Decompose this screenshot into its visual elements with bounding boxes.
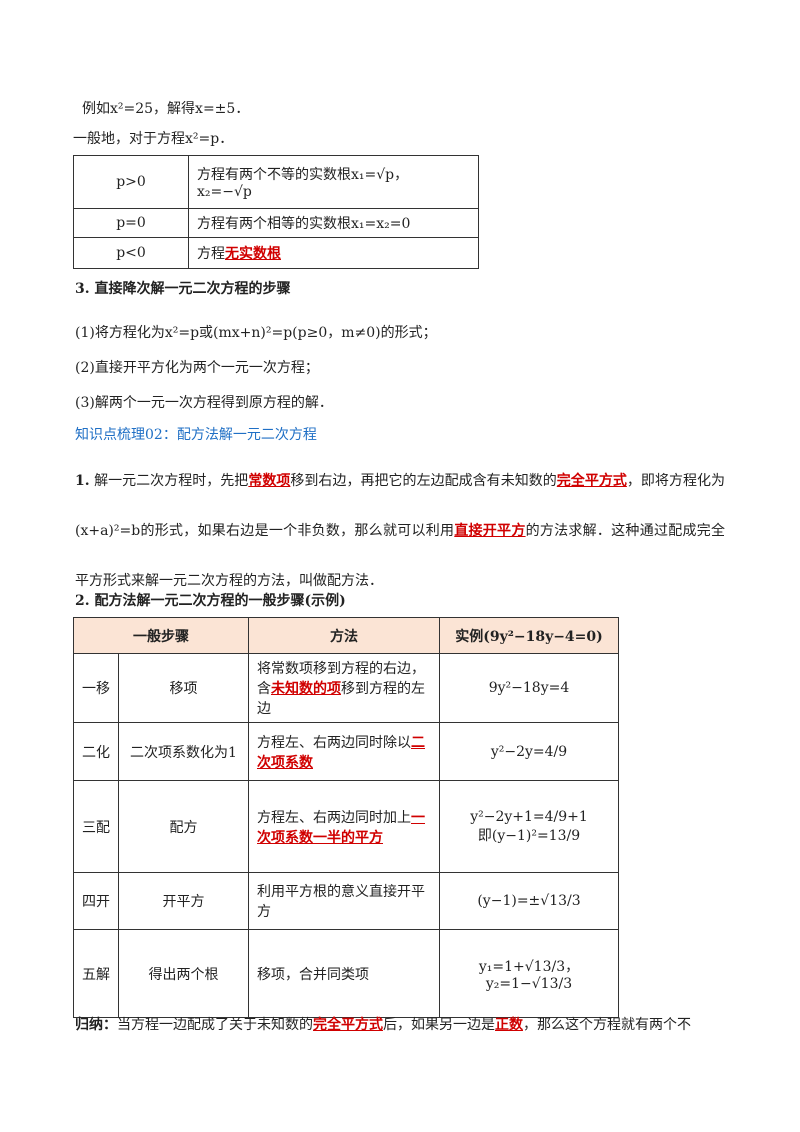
- cell: 方程有两个相等的实数根x₁=x₂=0: [188, 208, 479, 238]
- text-line: 利用平方根的意义直接开平方: [257, 884, 425, 920]
- text-line: y²−2y+1=4/9+1: [470, 808, 588, 825]
- cell: 二次项系数化为1: [118, 722, 249, 781]
- cell: 方程无实数根: [188, 237, 479, 269]
- cell: 方程左、右两边同时除以二次项系数: [248, 722, 440, 781]
- cell: p>0: [73, 155, 189, 209]
- text-segment: 常数项: [248, 473, 291, 489]
- text-segment: 解一元二次方程时，先把: [89, 473, 249, 489]
- cell: 移项，合并同类项: [248, 929, 440, 1018]
- table1: p>0 方程有两个不等的实数根x₁=√p， x₂=−√p p=0 方程有两个相等的实数根…: [73, 155, 479, 269]
- heading: 3. 直接降次解一元二次方程的步骤: [75, 281, 291, 297]
- intro-0: 例如x²=25，解得x=±5．: [82, 101, 250, 117]
- header-cell: 方法: [248, 617, 440, 654]
- text-segment: 方程左、右两边同时除以: [257, 734, 411, 751]
- cell: 将常数项移到方程的右边，含未知数的项移到方程的左边: [248, 653, 440, 723]
- cell: 方程左、右两边同时加上一次项系数一半的平方: [248, 780, 440, 873]
- table-row: 一移 移项 将常数项移到方程的右边，含未知数的项移到方程的左边 9y²−18y=4: [73, 653, 619, 723]
- cell: 移项: [118, 653, 249, 723]
- text-line: 方程无实数根: [197, 243, 470, 263]
- text-segment: 移到方程的左边: [257, 681, 425, 717]
- text-line: 方程有两个不等的实数根x₁=√p，: [197, 167, 409, 183]
- table-row: p<0 方程无实数根: [73, 237, 479, 269]
- text-segment: 正数: [495, 1017, 523, 1033]
- text-segment: 方程: [197, 246, 225, 262]
- step: (3)解两个一元一次方程得到原方程的解．: [75, 395, 333, 411]
- text-line: 方程左、右两边同时除以二次项系数: [257, 732, 431, 772]
- cell: p=0: [73, 208, 189, 238]
- cell: 配方: [118, 780, 249, 873]
- paragraph: 1. 解一元二次方程时，先把常数项移到右边，再把它的左边配成含有未知数的完全平方…: [75, 456, 725, 606]
- text-segment: 完全平方式: [556, 473, 627, 489]
- step: (2)直接开平方化为两个一元一次方程；: [75, 360, 319, 376]
- text-line: y₂=1−√13/3: [485, 975, 573, 992]
- table-row: 四开 开平方 利用平方根的意义直接开平方 (y−1)=±√13/3: [73, 872, 619, 930]
- text-segment: 完全平方式: [313, 1017, 383, 1033]
- cell: (y−1)=±√13/3: [439, 872, 619, 930]
- table-row: 三配 配方 方程左、右两边同时加上一次项系数一半的平方 y²−2y+1=4/9+1 即(…: [73, 780, 619, 873]
- cell: 开平方: [118, 872, 249, 930]
- cell: 利用平方根的意义直接开平方: [248, 872, 440, 930]
- table-row: 五解 得出两个根 移项，合并同类项 y₁=1+√13/3， y₂=1−√13/3: [73, 929, 619, 1018]
- cell: 五解: [73, 929, 119, 1018]
- table-row: p>0 方程有两个不等的实数根x₁=√p， x₂=−√p: [73, 155, 479, 209]
- cell: 一移: [73, 653, 119, 723]
- text-line: 9y²−18y=4: [488, 680, 570, 696]
- text-segment: ，那么这个方程就有两个不: [523, 1017, 691, 1033]
- header-cell: 实例(9y²−18y−4=0): [439, 617, 619, 654]
- topic: 知识点梳理02：配方法解一元二次方程: [75, 427, 317, 443]
- header-cell: 一般步骤: [73, 617, 249, 654]
- cell: 三配: [73, 780, 119, 873]
- label: 归纳：: [75, 1017, 117, 1033]
- text-line: 将常数项移到方程的右边，含未知数的项移到方程的左边: [257, 658, 431, 718]
- header-row: 一般步骤 方法 实例(9y²−18y−4=0): [73, 617, 619, 654]
- cell: 二化: [73, 722, 119, 781]
- text-line: x₂=−√p: [197, 184, 252, 200]
- text-line: (y−1)=±√13/3: [477, 893, 581, 909]
- cell: 四开: [73, 872, 119, 930]
- cell: y²−2y=4/9: [439, 722, 619, 781]
- cell: y²−2y+1=4/9+1 即(y−1)²=13/9: [439, 780, 619, 873]
- table-row: 二化 二次项系数化为1 方程左、右两边同时除以二次项系数 y²−2y=4/9: [73, 722, 619, 781]
- text-segment: 当方程一边配成了关于未知数的: [117, 1017, 313, 1033]
- text-segment: ，即将方程化为(x+a)²=b的形式，如果右边是一个非负数，那么就可以利用: [75, 473, 726, 539]
- text-line: y²−2y=4/9: [490, 743, 568, 760]
- text-line: 移项，合并同类项: [257, 966, 369, 983]
- cell: y₁=1+√13/3， y₂=1−√13/3: [439, 929, 619, 1018]
- cell: p<0: [73, 237, 189, 269]
- text-segment: 方程左、右两边同时加上: [257, 809, 411, 826]
- cell: 9y²−18y=4: [439, 653, 619, 723]
- steps: (1)将方程化为x²=p或(mx+n)²=p(p≥0，m≠0)的形式； (2)直接…: [75, 316, 437, 421]
- text-line: y₁=1+√13/3，: [478, 958, 580, 975]
- text-segment: 移到右边，再把它的左边配成含有未知数的: [290, 473, 557, 489]
- text-segment: 一次项系数一半的平方: [257, 809, 425, 846]
- text-segment: 的方法求解．这种通过配成完全平方形式来解一元二次方程的方法，叫做配方法．: [75, 523, 726, 589]
- text-segment: 二次项系数: [257, 734, 425, 771]
- heading: 2. 配方法解一元二次方程的一般步骤(示例): [75, 593, 346, 609]
- cell: 得出两个根: [118, 929, 249, 1018]
- text-line: 即(y−1)²=13/9: [477, 827, 581, 844]
- table2: 一般步骤 方法 实例(9y²−18y−4=0) 一移 移项 将常数项移到方程的右边，含未知…: [73, 617, 619, 1018]
- step: (1)将方程化为x²=p或(mx+n)²=p(p≥0，m≠0)的形式；: [75, 325, 437, 341]
- text-segment: 将常数项移到方程的右边，含: [257, 661, 425, 697]
- cell: 方程有两个不等的实数根x₁=√p， x₂=−√p: [188, 155, 479, 209]
- text-segment: 后，如果另一边是: [383, 1017, 495, 1033]
- text-segment: 未知数的项: [271, 681, 341, 697]
- text-line: 方程左、右两边同时加上一次项系数一半的平方: [257, 807, 431, 847]
- text-line: 方程有两个相等的实数根x₁=x₂=0: [197, 216, 411, 232]
- text-segment: 无实数根: [225, 246, 281, 262]
- number: 1.: [75, 473, 90, 489]
- summary: 归纳：当方程一边配成了关于未知数的完全平方式后，如果另一边是正数，那么这个方程就…: [75, 1014, 735, 1034]
- text-segment: 直接开平方: [454, 523, 526, 539]
- intro-1: 一般地，对于方程x²=p．: [73, 131, 234, 147]
- table-row: p=0 方程有两个相等的实数根x₁=x₂=0: [73, 208, 479, 238]
